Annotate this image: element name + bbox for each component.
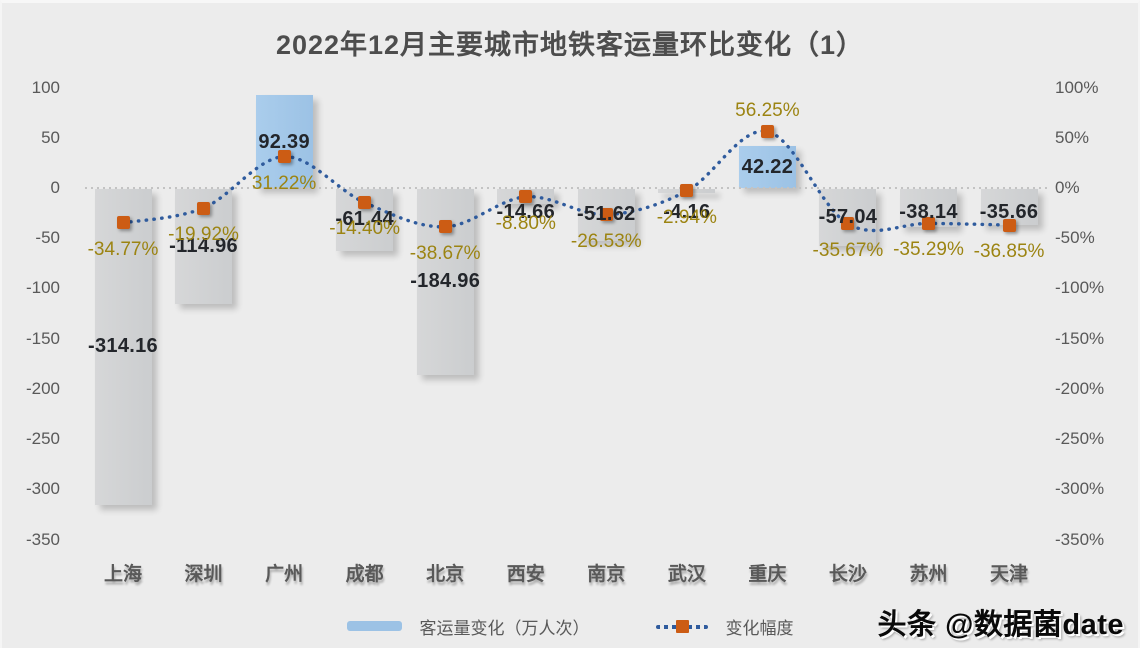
left-axis-tick: -200: [25, 378, 60, 398]
line-percent-label: -2.94%: [656, 206, 717, 228]
line-percent-label: -26.53%: [570, 230, 642, 252]
right-axis-tick: 100%: [1055, 77, 1099, 97]
right-axis-tick: 50%: [1055, 127, 1090, 147]
left-axis-tick: -100: [25, 278, 60, 298]
x-axis-label-天津: 天津: [990, 564, 1029, 585]
legend-square-marker-icon: [675, 619, 689, 633]
bar-value-label: -35.66: [979, 201, 1039, 223]
chart-title: 2022年12月主要城市地铁客运量环比变化（1）: [275, 30, 865, 60]
bar-value-label: 92.39: [258, 130, 310, 153]
left-axis-tick: 100: [31, 77, 60, 97]
x-axis-label-北京: 北京: [426, 564, 465, 585]
left-axis-tick: 50: [41, 127, 60, 147]
line-percent-label: -19.92%: [168, 224, 239, 245]
line-marker-上海: [116, 216, 130, 230]
trend-line-svg: [121, 129, 1011, 233]
right-axis-tick: -200%: [1055, 378, 1105, 398]
right-axis-tick: -50%: [1055, 228, 1095, 248]
x-axis-label-武汉: 武汉: [667, 564, 706, 585]
legend-line-swatch: [655, 619, 708, 633]
line-marker-北京: [438, 220, 452, 234]
x-axis-label-上海: 上海: [103, 564, 142, 585]
right-axis-tick: 0%: [1055, 178, 1080, 197]
left-axis-tick: -350: [25, 529, 60, 549]
watermark: 头条 @数据菌date: [877, 609, 1124, 641]
left-axis-tick: -150: [25, 328, 60, 348]
x-axis-label-南京: 南京: [587, 564, 626, 585]
right-axis-tick: -300%: [1055, 479, 1105, 499]
legend-line-label: 变化幅度: [725, 618, 794, 638]
bar-value-label: -184.96: [410, 269, 481, 292]
line-percent-label: -35.29%: [893, 239, 964, 261]
line-percent-label: -38.67%: [409, 242, 481, 264]
left-axis-tick: 0: [50, 178, 60, 197]
bar-value-label: -314.16: [88, 334, 158, 357]
line-marker-重庆: [760, 125, 774, 138]
right-axis-tick: -100%: [1055, 278, 1105, 298]
plot-area: 100 50 0 -50 -100 -150 -200 -250 -300 -350 100% 50…: [2, 3, 1138, 603]
bar-value-label: 42.22: [741, 155, 794, 178]
x-axis-label-广州: 广州: [265, 564, 304, 585]
left-axis-tick: -50: [35, 228, 60, 248]
right-axis-tick: -350%: [1055, 529, 1105, 549]
legend-bar-swatch: [346, 621, 402, 631]
legend: 客运量变化（万人次） 变化幅度: [2, 611, 1138, 641]
right-axis-tick: -150%: [1055, 328, 1105, 348]
x-axis-label-深圳: 深圳: [184, 564, 223, 585]
left-axis-tick: -300: [25, 479, 60, 499]
x-axis-label-成都: 成都: [345, 564, 384, 585]
x-axis-label-西安: 西安: [506, 564, 545, 585]
bar-上海: [94, 189, 152, 505]
right-axis-tick: -250%: [1055, 429, 1105, 449]
x-axis-label-重庆: 重庆: [748, 564, 787, 585]
line-marker-武汉: [680, 184, 694, 198]
line-percent-label: 56.25%: [735, 99, 800, 121]
line-percent-label: -14.40%: [329, 218, 401, 240]
line-marker-深圳: [197, 201, 211, 215]
left-axis-tick: -250: [25, 429, 60, 449]
x-axis-label-长沙: 长沙: [828, 564, 867, 585]
x-axis-label-苏州: 苏州: [909, 564, 948, 585]
line-percent-label: -34.77%: [87, 238, 159, 260]
line-percent-label: -35.67%: [812, 239, 884, 261]
legend-bar-label: 客运量变化（万人次）: [419, 618, 590, 638]
bar-value-label: -114.96: [169, 234, 238, 257]
line-percent-label: 31.22%: [251, 172, 317, 194]
line-percent-label: -36.85%: [973, 241, 1045, 262]
